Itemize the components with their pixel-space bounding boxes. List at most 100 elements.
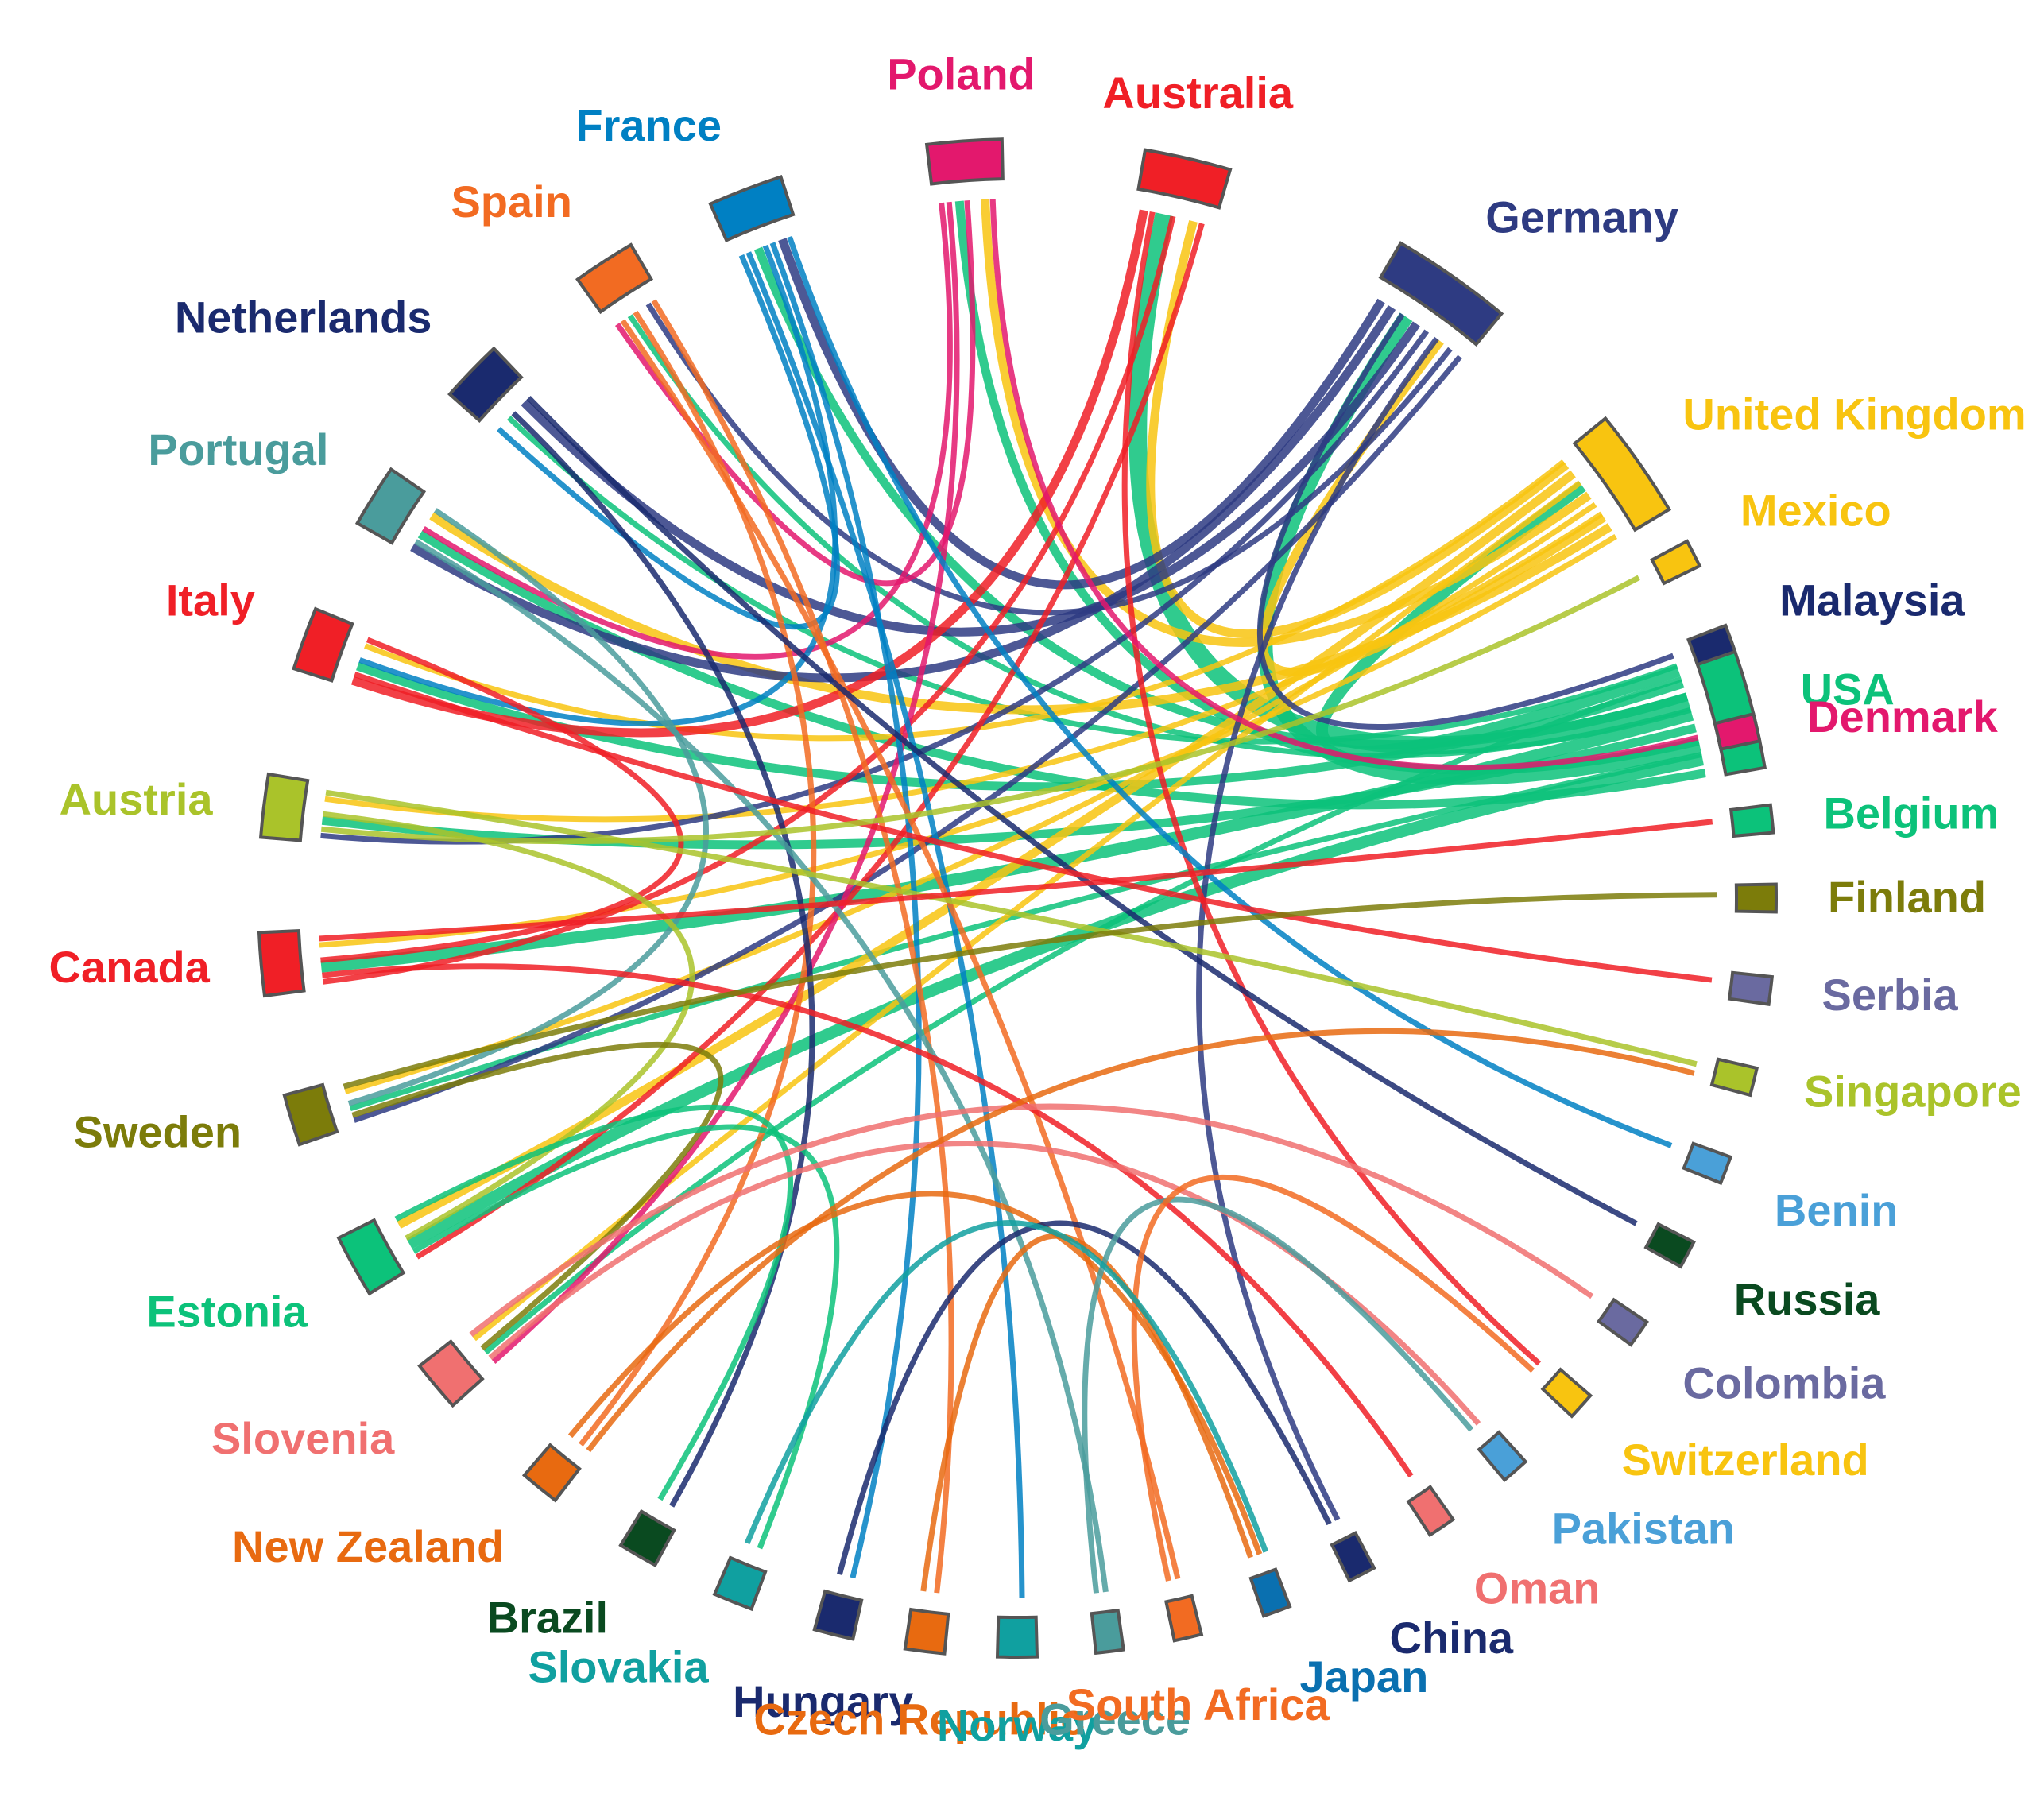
chord-newzealand-singapore (586, 1028, 1695, 1453)
segment-singapore (1709, 1057, 1759, 1098)
segment-malaysia (1686, 623, 1737, 667)
chord-slovenia-colombia (469, 1103, 1594, 1338)
chord-czech-japan (920, 1233, 1253, 1592)
segment-canada (257, 928, 306, 998)
segment-china (1330, 1530, 1376, 1583)
chord-australia-canada (322, 215, 1176, 985)
label-russia: Russia (1734, 1274, 1880, 1324)
label-newzealand: New Zealand (232, 1521, 504, 1571)
segment-pakistan (1477, 1430, 1528, 1482)
label-brazil: Brazil (487, 1593, 609, 1643)
label-france: France (575, 100, 722, 150)
label-hungary: Hungary (733, 1676, 913, 1726)
chord-france-benin (787, 235, 1673, 1148)
label-germany: Germany (1485, 192, 1678, 242)
segment-italy (292, 606, 354, 683)
segment-norway (995, 1615, 1039, 1659)
label-sweden: Sweden (74, 1106, 242, 1156)
chord-france-italy (358, 244, 838, 726)
label-slovakia: Slovakia (528, 1641, 709, 1691)
label-austria: Austria (60, 774, 214, 824)
chord-sweden-slovenia (351, 1041, 724, 1351)
chord-austria-estonia (322, 811, 695, 1241)
label-serbia: Serbia (1821, 970, 1958, 1020)
label-benin: Benin (1775, 1185, 1899, 1235)
chord-spain-southafrica (620, 319, 1181, 1580)
chord-netherlands-russia (526, 395, 1638, 1226)
chord-sweden-finland (343, 892, 1717, 1090)
label-china: China (1390, 1613, 1514, 1663)
segment-czech (903, 1607, 950, 1656)
chord-hungary-china (837, 1220, 1332, 1576)
chord-usa-slovenia (483, 676, 1682, 1355)
label-mexico: Mexico (1740, 485, 1891, 535)
segment-germany (1378, 241, 1504, 347)
chord-australia-switzerland (1121, 211, 1542, 1366)
label-singapore: Singapore (1804, 1066, 2022, 1116)
segment-mexico (1649, 539, 1702, 586)
chord-spain-czech (651, 299, 954, 1594)
segment-switzerland (1540, 1367, 1593, 1419)
label-australia: Australia (1102, 68, 1293, 118)
chord-italy-serbia (354, 672, 1713, 983)
chord-poland-denmark (989, 199, 1699, 771)
segment-greece (1090, 1608, 1126, 1656)
label-netherlands: Netherlands (175, 292, 432, 342)
label-norway: Norway (937, 1700, 1097, 1750)
chord-uk-portugal (429, 512, 1612, 715)
segment-belgium (1728, 803, 1775, 838)
label-czech: Czech Republic (753, 1694, 1085, 1744)
chord-uk-italy (364, 459, 1566, 742)
label-japan: Japan (1299, 1652, 1428, 1702)
segment-netherlands (447, 346, 524, 423)
segment-russia (1643, 1222, 1696, 1269)
chord-canada-oman (322, 963, 1414, 1478)
segment-poland (924, 137, 1005, 186)
country-segments-group (257, 137, 1779, 1659)
label-pakistan: Pakistan (1552, 1503, 1735, 1553)
chord-germany-france (778, 238, 1385, 590)
segment-finland (1734, 882, 1779, 914)
segment-brazil (618, 1508, 676, 1567)
chord-austria-mexico (320, 575, 1640, 845)
segment-oman (1406, 1485, 1456, 1538)
chord-links-group (319, 199, 1717, 1598)
label-poland: Poland (887, 48, 1036, 99)
label-colombia: Colombia (1682, 1357, 1886, 1408)
segment-estonia (336, 1218, 406, 1296)
segment-austria (258, 772, 310, 842)
chord-uk-australia (1146, 219, 1570, 638)
segment-portugal (354, 467, 427, 545)
chord-france-hungary (769, 242, 922, 1579)
chord-portugal-greece (414, 539, 1109, 1593)
segment-spain (575, 242, 654, 315)
label-spain: Spain (451, 176, 571, 227)
chord-estonia-brazil (394, 1104, 793, 1501)
segment-australia (1136, 148, 1233, 210)
segment-southafrica (1164, 1594, 1204, 1643)
chord-slovakia-japan (744, 1220, 1269, 1553)
segment-denmark (1713, 711, 1762, 751)
label-usa: USA (1801, 664, 1895, 715)
label-greece: Greece (1039, 1694, 1190, 1744)
segment-france (708, 174, 796, 242)
label-finland: Finland (1828, 872, 1986, 922)
chord-greece-pakistan (1082, 1196, 1474, 1594)
segment-sweden (282, 1082, 339, 1147)
chord-usa-germany (1257, 312, 1702, 785)
chord-netherlands-brazil (511, 411, 815, 1508)
segment-uk (1572, 416, 1672, 533)
chord-southafrica-switzerland (1131, 1174, 1535, 1582)
chord-germany-malaysia (1256, 312, 1674, 730)
label-canada: Canada (49, 942, 211, 992)
label-estonia: Estonia (146, 1287, 308, 1337)
chord-germany-sweden (353, 354, 1462, 1123)
chord-germany-china (1196, 336, 1439, 1521)
label-belgium: Belgium (1823, 788, 1999, 838)
label-portugal: Portugal (148, 424, 328, 474)
segment-newzealand (521, 1443, 582, 1503)
chord-usa-estonia (406, 753, 1705, 1249)
chord-austria-singapore (325, 789, 1698, 1067)
chord-germany-spain (645, 302, 1453, 616)
label-denmark: Denmark (1807, 691, 1999, 742)
